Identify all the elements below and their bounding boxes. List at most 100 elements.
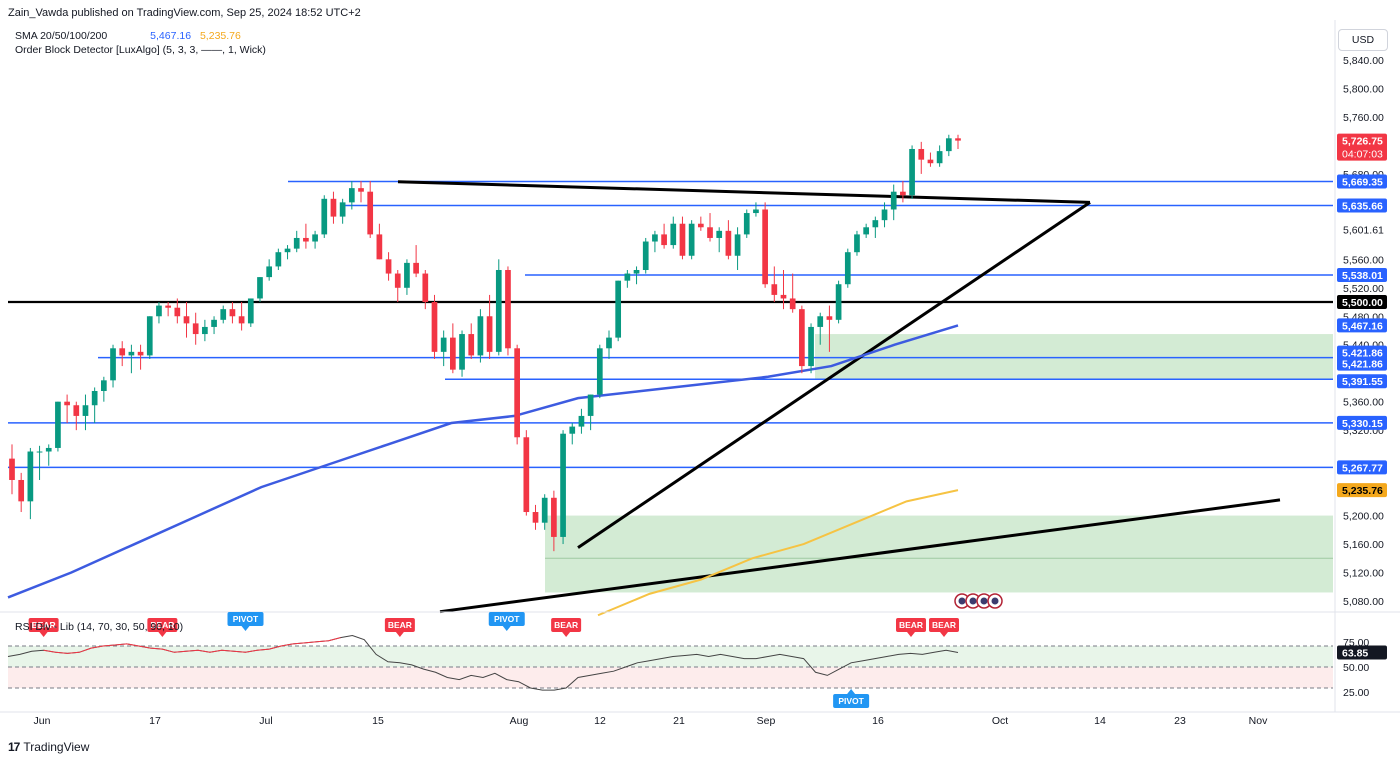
candle <box>358 181 364 203</box>
candle <box>569 423 576 445</box>
economic-event-icon <box>954 593 970 609</box>
candle <box>606 330 612 359</box>
candle <box>431 294 438 359</box>
candle <box>505 266 511 356</box>
time-tick: 14 <box>1094 715 1106 727</box>
candle <box>743 209 750 238</box>
candle <box>55 401 61 452</box>
candle <box>238 302 245 331</box>
candle <box>211 316 217 335</box>
candle <box>716 227 723 253</box>
rsi-indicator-legend[interactable]: RSI Div - Lib (14, 70, 30, 50, 90, 10) <box>15 621 184 633</box>
candle <box>808 323 814 374</box>
price-tick: 5,800.00 <box>1343 83 1384 95</box>
level-badge-2: 5,538.01 <box>1337 267 1387 282</box>
candle <box>156 302 162 324</box>
candle <box>909 145 915 199</box>
economic-events <box>954 593 1003 609</box>
candle <box>18 472 25 513</box>
time-tick: 12 <box>594 715 606 727</box>
candle <box>560 430 566 545</box>
candle <box>927 152 934 167</box>
svg-text:5,538.01: 5,538.01 <box>1342 270 1383 282</box>
candle <box>220 305 227 324</box>
candle <box>514 344 520 445</box>
candle <box>376 223 383 260</box>
tradingview-logo-icon: 17 <box>8 740 20 754</box>
candle <box>532 504 539 530</box>
candle <box>523 430 530 516</box>
time-tick: Jun <box>34 715 51 727</box>
candle <box>725 220 732 260</box>
level-badge-8: 5,330.15 <box>1337 415 1387 430</box>
candle <box>422 269 429 310</box>
level-badge-3: 5,500.00 <box>1337 295 1387 310</box>
time-tick: Sep <box>757 715 776 727</box>
demand-zones <box>545 334 1333 593</box>
candle <box>91 387 98 424</box>
candle <box>459 330 465 377</box>
candle <box>697 216 704 231</box>
time-tick: Nov <box>1249 715 1268 727</box>
footer: 17 TradingView <box>8 740 89 754</box>
candle <box>771 266 778 303</box>
candle <box>45 444 52 466</box>
svg-text:5,669.35: 5,669.35 <box>1342 176 1383 188</box>
order-block-indicator-legend[interactable]: Order Block Detector [LuxAlgo] (5, 3, 3,… <box>15 44 266 56</box>
level-badge-7: 5,391.55 <box>1337 374 1387 389</box>
sma-indicator-legend[interactable]: SMA 20/50/100/200 5,467.16 5,235.76 <box>15 30 241 42</box>
time-tick: 21 <box>673 715 685 727</box>
time-tick: 17 <box>149 715 161 727</box>
candle <box>257 277 263 303</box>
rsi-signal-bear: BEAR <box>147 618 178 637</box>
svg-text:PIVOT: PIVOT <box>233 614 259 624</box>
price-tick: 5,120.00 <box>1343 568 1384 580</box>
candle <box>229 302 236 324</box>
candle <box>367 181 374 238</box>
time-tick: Jul <box>259 715 272 727</box>
trend-lines <box>397 180 1281 614</box>
countdown-label: 04:07:03 <box>1342 149 1383 161</box>
candle <box>440 330 447 367</box>
candle <box>266 259 273 281</box>
candle <box>863 223 870 238</box>
candle <box>936 145 943 167</box>
price-tick: 5,160.00 <box>1343 539 1384 551</box>
candle <box>27 447 34 520</box>
candle <box>918 141 925 174</box>
candle <box>119 341 126 367</box>
economic-event-icon <box>976 593 992 609</box>
time-tick: 23 <box>1174 715 1186 727</box>
price-tick: 5,760.00 <box>1343 112 1384 124</box>
level-badge-10: 5,235.76 <box>1337 483 1387 498</box>
candle <box>900 181 906 203</box>
candle <box>468 323 475 359</box>
moving-averages <box>7 324 959 617</box>
price-tick: 5,601.61 <box>1343 225 1384 237</box>
candle <box>633 266 640 285</box>
svg-text:5,726.75: 5,726.75 <box>1342 136 1383 148</box>
rsi-signal-pivot-bottom: PIVOT <box>833 689 870 708</box>
svg-text:5,467.16: 5,467.16 <box>1342 320 1383 332</box>
rsi-signal-bear: BEAR <box>929 618 959 637</box>
candle <box>137 344 144 370</box>
candle <box>817 312 824 345</box>
price-tick: 5,560.00 <box>1343 254 1384 266</box>
level-badge-0: 5,669.35 <box>1337 174 1387 189</box>
svg-text:BEAR: BEAR <box>899 620 923 630</box>
candle <box>587 394 594 431</box>
candle <box>661 223 667 249</box>
svg-text:5,235.76: 5,235.76 <box>1342 485 1383 497</box>
svg-text:63.85: 63.85 <box>1342 647 1368 659</box>
candle <box>707 213 713 242</box>
candle <box>596 344 603 399</box>
candle <box>339 198 346 224</box>
price-tick: 5,200.00 <box>1343 511 1384 523</box>
currency-button[interactable]: USD <box>1338 29 1388 51</box>
candle <box>652 230 658 253</box>
candle <box>679 216 686 260</box>
time-tick: 15 <box>372 715 384 727</box>
price-labels: 5,669.35 5,635.66 5,538.01 5,500.00 5,467.16… <box>1337 133 1387 498</box>
